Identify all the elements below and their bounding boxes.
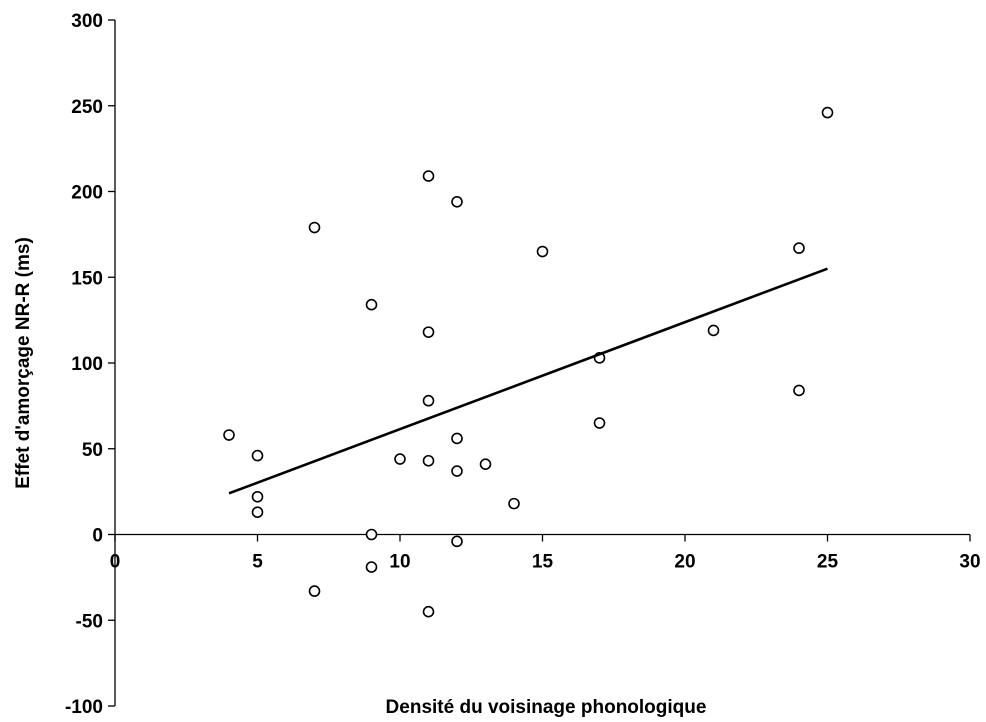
data-point — [707, 324, 720, 337]
y-axis-title: Effet d'amorçage NR-R (ms) — [13, 237, 34, 489]
data-point — [251, 506, 264, 519]
y-tick-label: 0 — [92, 526, 103, 547]
data-point — [422, 326, 435, 338]
x-axis-title: Densité du voisinage phonologique — [386, 697, 707, 718]
data-point — [365, 528, 378, 541]
data-point — [451, 432, 463, 445]
y-tick-label: -50 — [76, 611, 103, 632]
data-point — [365, 561, 378, 573]
y-tick-label: 300 — [71, 11, 103, 32]
y-tick-label: 50 — [82, 440, 103, 461]
data-point — [536, 245, 549, 258]
data-point — [308, 221, 321, 234]
data-point — [451, 465, 463, 477]
y-tick-label: 200 — [71, 183, 103, 204]
data-point — [593, 417, 606, 429]
trend-line — [228, 267, 828, 495]
data-point — [308, 585, 321, 597]
data-point — [251, 490, 264, 503]
data-point — [422, 170, 435, 182]
data-points — [223, 106, 834, 618]
data-point — [365, 298, 378, 311]
data-point — [479, 458, 492, 470]
data-point — [251, 449, 264, 462]
y-tick-label: 150 — [71, 268, 103, 289]
x-tick-label: 5 — [252, 552, 263, 573]
data-point — [793, 384, 805, 397]
data-point — [394, 453, 406, 465]
x-tick-label: 10 — [389, 552, 410, 573]
data-point — [422, 454, 435, 467]
data-point — [422, 605, 435, 618]
data-point — [508, 497, 520, 510]
x-tick-label: 15 — [532, 552, 554, 573]
data-point — [793, 242, 805, 254]
x-axis-ticks: 0 5 10 15 20 25 30 — [110, 534, 981, 573]
data-point — [451, 195, 463, 208]
x-tick-label: 25 — [817, 552, 839, 573]
y-tick-label: 100 — [71, 354, 103, 375]
data-point — [451, 535, 463, 548]
y-axis-ticks: -100 -50 0 50 100 150 200 250 300 — [65, 11, 115, 718]
y-tick-label: -100 — [65, 697, 103, 718]
data-point — [223, 429, 235, 441]
x-tick-label: 20 — [674, 552, 695, 573]
data-point — [821, 106, 834, 119]
x-tick-label: 30 — [959, 552, 980, 573]
y-tick-label: 250 — [71, 97, 103, 118]
data-point — [422, 394, 435, 407]
